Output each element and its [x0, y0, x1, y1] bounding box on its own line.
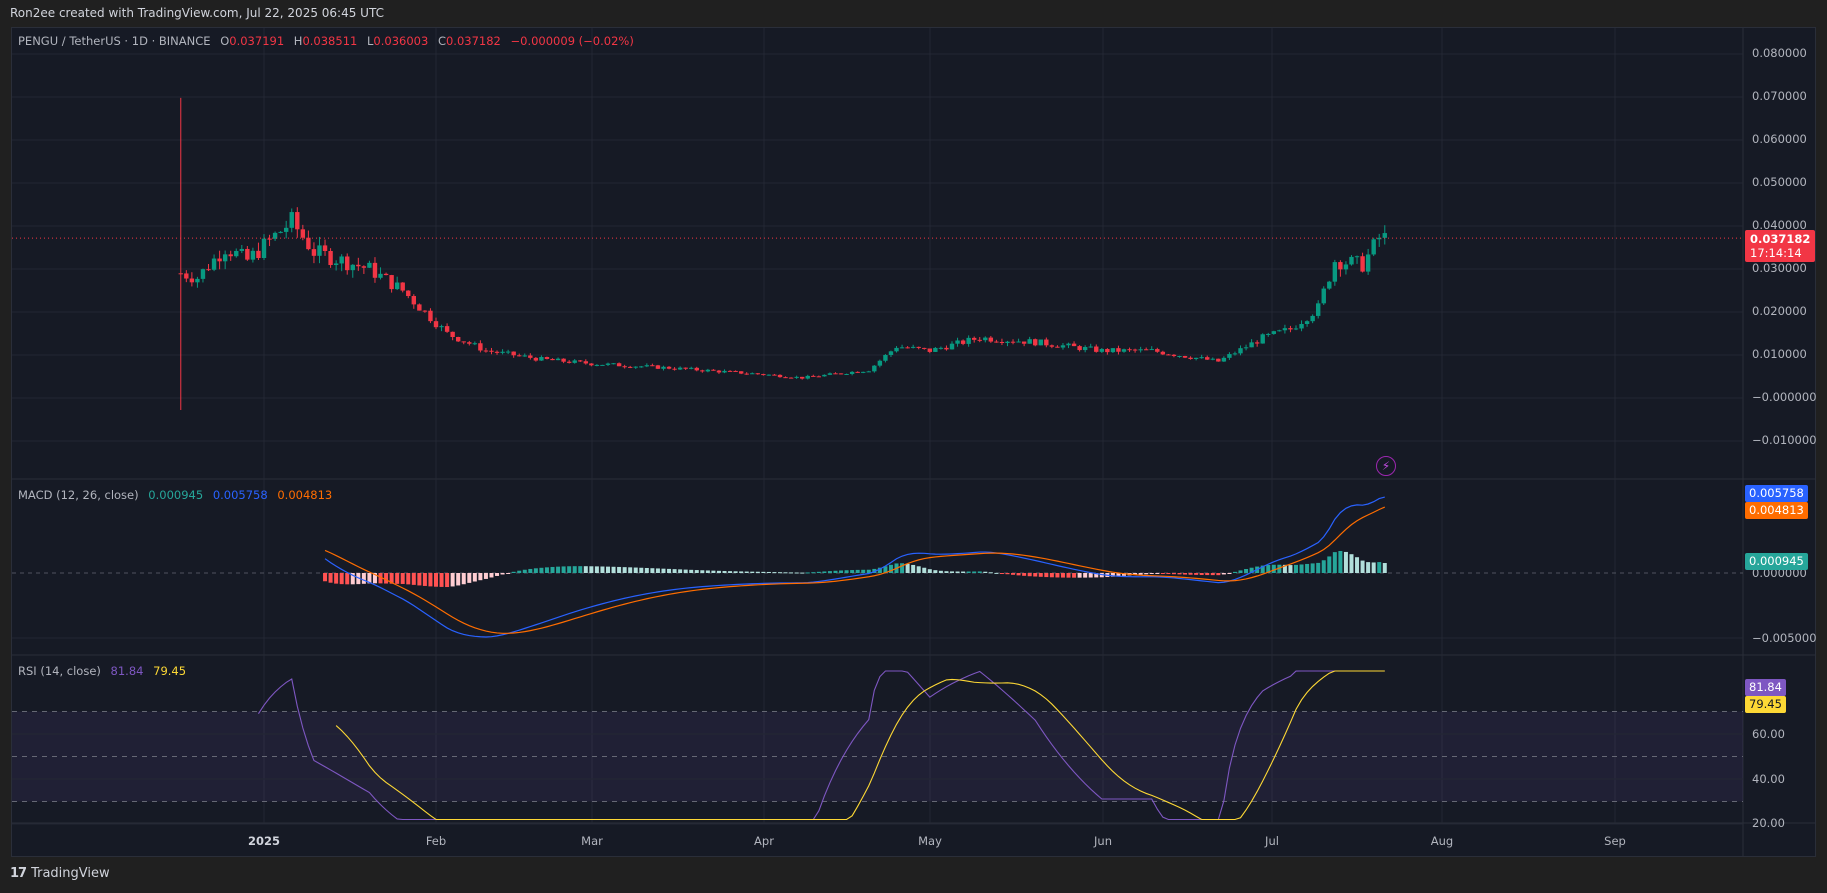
change-value: −0.000009 (−0.02%) — [510, 34, 634, 48]
symbol-title[interactable]: PENGU / TetherUS · 1D · BINANCE — [18, 34, 211, 48]
time-tick: Jun — [1094, 834, 1112, 848]
time-tick: Feb — [425, 834, 447, 848]
rsi-tick: 40.00 — [1752, 772, 1785, 786]
chart-frame[interactable] — [11, 27, 1816, 857]
macd-tick: −0.005000 — [1752, 631, 1817, 645]
price-tick: 0.010000 — [1752, 347, 1807, 361]
macd-hist-tag: 0.000945 — [1745, 553, 1808, 570]
price-tick: 0.060000 — [1752, 132, 1807, 146]
macd-hist-value: 0.000945 — [148, 488, 204, 502]
close-value: 0.037182 — [445, 34, 501, 48]
price-tick: 0.050000 — [1752, 175, 1807, 189]
brand-name: TradingView — [31, 866, 110, 881]
rsi-value: 81.84 — [110, 664, 144, 678]
macd-signal-value: 0.004813 — [277, 488, 333, 502]
rsi-legend: RSI (14, close) 81.84 79.45 — [18, 664, 192, 678]
price-tick: 0.070000 — [1752, 89, 1807, 103]
time-tick: Sep — [1604, 834, 1626, 848]
rsi-tick: 60.00 — [1752, 727, 1785, 741]
rsi-title[interactable]: RSI (14, close) — [18, 664, 101, 678]
macd-title[interactable]: MACD (12, 26, close) — [18, 488, 139, 502]
price-tick: −0.010000 — [1752, 433, 1817, 447]
price-tick: 0.040000 — [1752, 218, 1807, 232]
rsi-tick: 20.00 — [1752, 816, 1785, 830]
macd-signal-tag: 0.004813 — [1745, 502, 1808, 519]
price-tick: 0.080000 — [1752, 46, 1807, 60]
price-tick: 0.020000 — [1752, 304, 1807, 318]
rsi-ma-tag: 79.45 — [1745, 696, 1786, 713]
low-value: 0.036003 — [373, 34, 429, 48]
price-tick: −0.000000 — [1752, 390, 1817, 404]
rsi-tag: 81.84 — [1745, 679, 1786, 696]
symbol-legend: PENGU / TetherUS · 1D · BINANCE O0.03719… — [18, 34, 634, 48]
time-tick: May — [918, 834, 942, 848]
time-tick: Jul — [1265, 834, 1279, 848]
macd-line-tag: 0.005758 — [1745, 485, 1808, 502]
lightning-icon[interactable]: ⚡ — [1376, 456, 1396, 476]
price-tick: 0.030000 — [1752, 261, 1807, 275]
time-tick: 2025 — [247, 834, 281, 848]
rsi-ma-value: 79.45 — [153, 664, 187, 678]
macd-legend: MACD (12, 26, close) 0.000945 0.005758 0… — [18, 488, 338, 502]
tradingview-logo-icon: 17 — [10, 866, 27, 881]
time-tick: Aug — [1430, 834, 1454, 848]
time-tick: Mar — [581, 834, 603, 848]
chart-caption: Ron2ee created with TradingView.com, Jul… — [10, 6, 384, 20]
time-tick: Apr — [754, 834, 774, 848]
bar-countdown: 17:14:14 — [1750, 246, 1802, 260]
macd-line-value: 0.005758 — [212, 488, 268, 502]
high-value: 0.038511 — [302, 34, 358, 48]
last-price-tag: 0.037182 17:14:14 — [1745, 230, 1816, 262]
open-value: 0.037191 — [229, 34, 285, 48]
footer: 17 TradingView — [10, 866, 110, 881]
